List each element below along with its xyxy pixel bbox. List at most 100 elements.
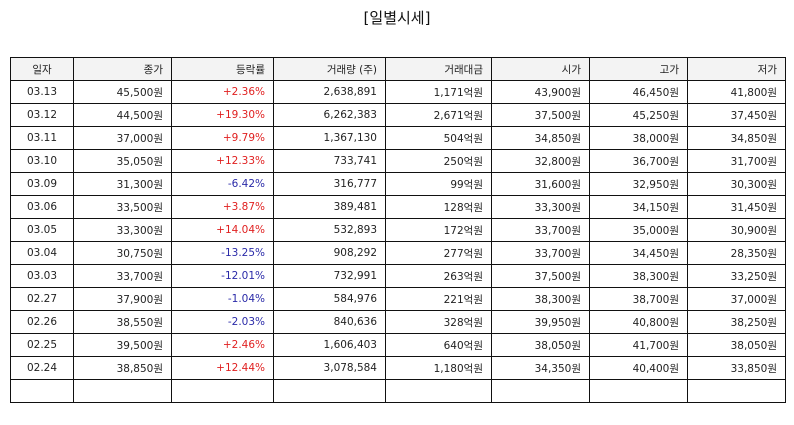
amount-cell: 221억원: [385, 287, 492, 311]
open-cell: 31,600원: [491, 172, 590, 196]
close-cell: 33,700원: [73, 264, 172, 288]
amount-cell: 640억원: [385, 333, 492, 357]
open-cell: 34,350원: [491, 356, 590, 380]
close-cell: 33,500원: [73, 195, 172, 219]
high-cell: 32,950원: [589, 172, 688, 196]
change-cell: +14.04%: [171, 218, 274, 242]
close-cell: 39,500원: [73, 333, 172, 357]
volume-cell: 1,367,130: [273, 126, 386, 150]
date-cell: 02.27: [10, 287, 74, 311]
close-cell: 38,850원: [73, 356, 172, 380]
amount-cell: 172억원: [385, 218, 492, 242]
table-row: 03.12 44,500원 +19.30% 6,262,383 2,671억원 37,50…: [10, 103, 786, 127]
close-cell: 38,550원: [73, 310, 172, 334]
volume-cell: 6,262,383: [273, 103, 386, 127]
amount-cell: 250억원: [385, 149, 492, 173]
high-cell: 41,700원: [589, 333, 688, 357]
header-change: 등락률: [171, 57, 274, 81]
high-cell: 38,700원: [589, 287, 688, 311]
low-cell: 28,350원: [687, 241, 786, 265]
low-cell: 31,450원: [687, 195, 786, 219]
table-row: 03.04 30,750원 -13.25% 908,292 277억원 33,700원 34…: [10, 241, 786, 265]
empty-cell: [385, 379, 492, 403]
open-cell: 37,500원: [491, 103, 590, 127]
header-open: 시가: [491, 57, 590, 81]
volume-cell: 733,741: [273, 149, 386, 173]
date-cell: 03.05: [10, 218, 74, 242]
header-close: 종가: [73, 57, 172, 81]
open-cell: 38,050원: [491, 333, 590, 357]
change-cell: -13.25%: [171, 241, 274, 265]
empty-cell: [687, 379, 786, 403]
change-cell: +9.79%: [171, 126, 274, 150]
low-cell: 33,250원: [687, 264, 786, 288]
table-row: 03.03 33,700원 -12.01% 732,991 263억원 37,500원 38…: [10, 264, 786, 288]
date-cell: 02.24: [10, 356, 74, 380]
low-cell: 37,000원: [687, 287, 786, 311]
header-high: 고가: [589, 57, 688, 81]
change-cell: +12.33%: [171, 149, 274, 173]
amount-cell: 504억원: [385, 126, 492, 150]
table-row: 03.11 37,000원 +9.79% 1,367,130 504억원 34,850원 3…: [10, 126, 786, 150]
high-cell: 38,000원: [589, 126, 688, 150]
low-cell: 34,850원: [687, 126, 786, 150]
close-cell: 33,300원: [73, 218, 172, 242]
open-cell: 33,700원: [491, 218, 590, 242]
open-cell: 34,850원: [491, 126, 590, 150]
date-cell: 02.25: [10, 333, 74, 357]
amount-cell: 263억원: [385, 264, 492, 288]
header-low: 저가: [687, 57, 786, 81]
table-row: 03.06 33,500원 +3.87% 389,481 128억원 33,300원 34,…: [10, 195, 786, 219]
page-title: [일별시세]: [363, 9, 431, 27]
volume-cell: 908,292: [273, 241, 386, 265]
table-row: 02.24 38,850원 +12.44% 3,078,584 1,180억원 34,35…: [10, 356, 786, 380]
high-cell: 38,300원: [589, 264, 688, 288]
volume-cell: 840,636: [273, 310, 386, 334]
low-cell: 38,250원: [687, 310, 786, 334]
amount-cell: 128억원: [385, 195, 492, 219]
date-cell: 03.12: [10, 103, 74, 127]
low-cell: 38,050원: [687, 333, 786, 357]
table-row-empty: [10, 379, 786, 403]
change-cell: +19.30%: [171, 103, 274, 127]
open-cell: 33,700원: [491, 241, 590, 265]
low-cell: 37,450원: [687, 103, 786, 127]
date-cell: 03.11: [10, 126, 74, 150]
close-cell: 44,500원: [73, 103, 172, 127]
high-cell: 34,450원: [589, 241, 688, 265]
change-cell: +12.44%: [171, 356, 274, 380]
high-cell: 35,000원: [589, 218, 688, 242]
date-cell: 03.03: [10, 264, 74, 288]
low-cell: 33,850원: [687, 356, 786, 380]
low-cell: 30,900원: [687, 218, 786, 242]
header-volume: 거래량 (주): [273, 57, 386, 81]
open-cell: 33,300원: [491, 195, 590, 219]
date-cell: 02.26: [10, 310, 74, 334]
amount-cell: 2,671억원: [385, 103, 492, 127]
table-row: 03.05 33,300원 +14.04% 532,893 172억원 33,700원 35…: [10, 218, 786, 242]
header-amount: 거래대금: [385, 57, 492, 81]
table-row: 02.25 39,500원 +2.46% 1,606,403 640억원 38,050원 4…: [10, 333, 786, 357]
table-row: 03.13 45,500원 +2.36% 2,638,891 1,171억원 43,900…: [10, 80, 786, 104]
open-cell: 43,900원: [491, 80, 590, 104]
amount-cell: 99억원: [385, 172, 492, 196]
volume-cell: 316,777: [273, 172, 386, 196]
date-cell: 03.10: [10, 149, 74, 173]
change-cell: -6.42%: [171, 172, 274, 196]
open-cell: 39,950원: [491, 310, 590, 334]
empty-cell: [491, 379, 590, 403]
daily-price-table: 일자 종가 등락률 거래량 (주) 거래대금 시가 고가 저가 03.13 45,…: [10, 57, 786, 403]
change-cell: +2.36%: [171, 80, 274, 104]
close-cell: 35,050원: [73, 149, 172, 173]
table-row: 02.26 38,550원 -2.03% 840,636 328억원 39,950원 40,…: [10, 310, 786, 334]
amount-cell: 277억원: [385, 241, 492, 265]
date-cell: 03.06: [10, 195, 74, 219]
date-cell: 03.04: [10, 241, 74, 265]
amount-cell: 1,180억원: [385, 356, 492, 380]
empty-cell: [589, 379, 688, 403]
high-cell: 40,800원: [589, 310, 688, 334]
open-cell: 38,300원: [491, 287, 590, 311]
change-cell: -1.04%: [171, 287, 274, 311]
low-cell: 41,800원: [687, 80, 786, 104]
table-row: 03.09 31,300원 -6.42% 316,777 99억원 31,600원 32,9…: [10, 172, 786, 196]
